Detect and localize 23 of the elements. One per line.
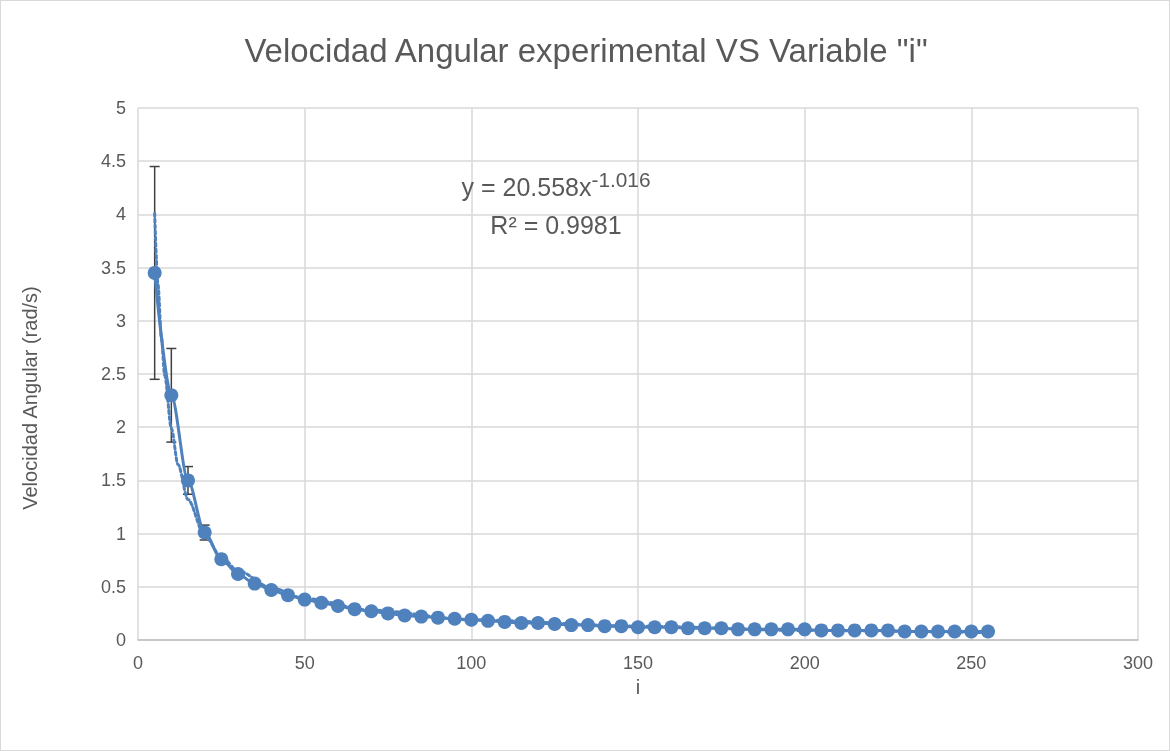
y-tick-label: 0 xyxy=(115,630,126,650)
y-tick-label: 3 xyxy=(115,310,126,331)
x-axis-title: i xyxy=(635,675,641,698)
y-tick-label: 3.5 xyxy=(100,257,126,278)
x-tick-label: 150 xyxy=(622,653,654,673)
annotation: y = 20.558x$^{-1.016}$ xyxy=(460,167,652,204)
y-tick-label: 1.5 xyxy=(100,470,126,491)
y-tick-label: 1 xyxy=(115,523,126,544)
chart-title: Velocidad Angular experimental VS Variable "i" xyxy=(244,32,928,69)
y-tick-label: 4 xyxy=(115,204,126,225)
y-tick-label: 2.5 xyxy=(100,364,126,384)
annotation: R² = 0.9981 xyxy=(489,210,623,242)
y-tick-label: 4.5 xyxy=(100,151,126,172)
y-axis-title: Velocidad Angular (rad/s) xyxy=(19,286,41,510)
y-tick-label: 5 xyxy=(115,98,126,118)
x-tick-label: 0 xyxy=(132,653,144,673)
x-tick-label: 300 xyxy=(1122,653,1154,673)
x-tick-label: 200 xyxy=(789,653,820,673)
x-tick-label: 250 xyxy=(956,653,987,673)
y-tick-label: 0.5 xyxy=(100,576,126,597)
y-tick-label: 2 xyxy=(115,417,126,438)
x-tick-label: 100 xyxy=(456,653,487,673)
x-tick-label: 50 xyxy=(294,653,315,673)
